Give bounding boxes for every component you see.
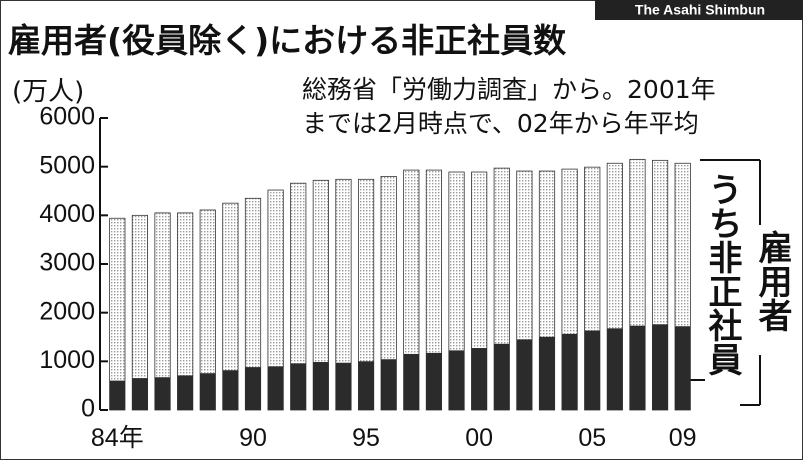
bar	[539, 336, 555, 410]
y-tick-label: 3000	[39, 249, 95, 277]
bar	[109, 380, 125, 410]
credit-bar	[595, 0, 803, 20]
bar	[245, 367, 261, 410]
note: 総務省「労働力調査」から。2001年	[302, 75, 716, 104]
y-tick-label: 5000	[39, 151, 95, 179]
bar	[358, 361, 374, 410]
bar	[200, 373, 216, 410]
bar	[403, 353, 419, 410]
bar	[267, 366, 284, 410]
chart-title: 雇用者(役員除く)における非正社員数	[8, 21, 567, 60]
legend-label: うち非正社員	[702, 172, 742, 376]
y-tick-label: 6000	[39, 103, 95, 131]
bar	[313, 362, 329, 410]
bar	[516, 339, 533, 410]
credit: The Asahi Shimbun	[635, 2, 765, 18]
bar	[154, 377, 171, 410]
bar	[561, 333, 578, 410]
y-tick-label: 2000	[39, 297, 95, 325]
y-tick-label: 1000	[39, 346, 95, 374]
legend-bg	[752, 225, 792, 355]
bar	[607, 328, 623, 410]
bar	[177, 375, 193, 410]
bar	[222, 370, 239, 410]
bar	[290, 363, 306, 410]
bar	[448, 350, 465, 410]
bar	[381, 359, 397, 410]
bar	[494, 343, 510, 410]
x-tick-label: 00	[465, 424, 493, 452]
legend-label: 雇用者	[752, 229, 792, 332]
x-tick-label: 95	[352, 424, 380, 452]
x-tick-label: 90	[239, 424, 267, 452]
x-tick-label: 09	[669, 424, 697, 452]
y-tick-label: 0	[81, 395, 95, 423]
unit-label: (万人)	[12, 77, 84, 107]
bar	[132, 378, 148, 410]
bar	[426, 352, 442, 410]
bar	[335, 362, 352, 410]
x-tick-label: 84年	[91, 424, 144, 452]
bar	[629, 325, 646, 410]
bar	[471, 348, 487, 410]
x-tick-label: 05	[578, 424, 606, 452]
bar	[652, 324, 668, 410]
bar	[675, 326, 691, 410]
note: までは2月時点で、02年から年平均	[302, 109, 699, 138]
bar	[584, 330, 600, 410]
y-tick-label: 4000	[39, 200, 95, 228]
